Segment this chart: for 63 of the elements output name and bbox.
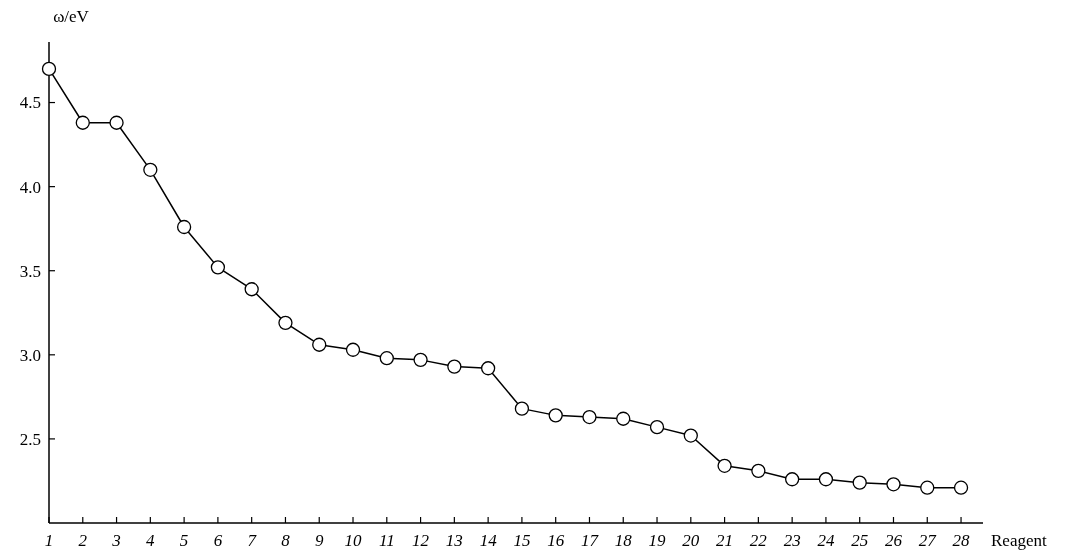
point — [345, 342, 361, 357]
point — [75, 115, 90, 130]
x-tick-label: 18 — [614, 531, 633, 550]
x-tick-label: 9 — [314, 531, 324, 550]
point — [176, 219, 192, 235]
x-tick-label: 25 — [851, 531, 869, 550]
x-tick-label: 19 — [648, 531, 667, 550]
y-tick-label: 2.5 — [19, 429, 41, 449]
point — [278, 315, 293, 331]
x-tick-label: 20 — [682, 531, 700, 550]
point — [514, 401, 530, 416]
x-tick-label: 6 — [213, 531, 223, 550]
x-tick-label: 23 — [783, 531, 801, 550]
y-tick-label: 4.0 — [19, 177, 41, 197]
point — [582, 409, 597, 425]
x-tick-label: 4 — [146, 531, 156, 550]
point — [312, 337, 327, 352]
point — [109, 115, 124, 130]
y-axis-title: ω/eV — [53, 7, 90, 26]
x-tick-label: 15 — [513, 531, 531, 550]
point — [480, 361, 496, 376]
x-tick-label: 14 — [479, 531, 498, 550]
x-tick-label: 28 — [952, 531, 971, 550]
point — [717, 458, 732, 473]
y-tick-label: 3.0 — [19, 345, 41, 365]
x-tick-label: 7 — [247, 531, 258, 550]
point — [649, 419, 665, 435]
x-tick-label: 10 — [344, 531, 363, 550]
x-tick-label: 5 — [179, 531, 189, 550]
x-tick-label: 8 — [281, 531, 291, 550]
point — [548, 408, 563, 423]
point — [41, 61, 57, 77]
x-tick-label: 24 — [817, 531, 835, 550]
point — [244, 282, 259, 297]
x-tick-label: 26 — [884, 531, 903, 550]
x-tick-label: 22 — [749, 531, 768, 550]
x-tick-label: 13 — [445, 531, 463, 550]
point — [886, 477, 901, 492]
x-tick-label: 21 — [716, 531, 734, 550]
x-tick-label: 11 — [378, 531, 395, 550]
x-tick-label: 1 — [44, 531, 54, 550]
point — [953, 480, 969, 495]
point — [818, 472, 834, 487]
x-tick-label: 2 — [78, 531, 88, 550]
point — [852, 475, 867, 490]
y-tick-label: 3.5 — [19, 261, 41, 281]
point — [683, 428, 698, 443]
x-tick-label: 3 — [111, 531, 121, 550]
x-tick-label: 16 — [547, 531, 565, 550]
point — [447, 359, 462, 374]
x-axis-title: Reagent — [991, 531, 1047, 550]
x-tick-label: 12 — [412, 531, 430, 550]
point — [785, 472, 800, 487]
point — [143, 162, 158, 177]
point — [210, 260, 226, 275]
x-tick-label: 17 — [580, 531, 600, 550]
point — [751, 463, 766, 479]
point — [920, 480, 935, 495]
y-tick-label: 4.5 — [19, 93, 41, 113]
x-tick-label: 27 — [918, 531, 938, 550]
point — [379, 351, 394, 366]
point — [616, 411, 631, 426]
point — [413, 352, 428, 368]
